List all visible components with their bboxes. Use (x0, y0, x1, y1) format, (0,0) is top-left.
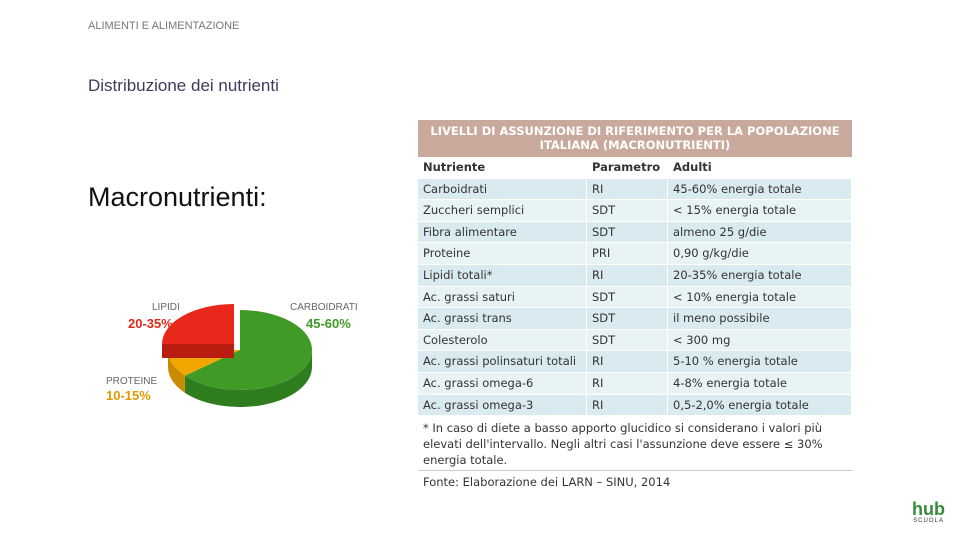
table-cell: 0,90 g/kg/die (668, 243, 852, 264)
table-cell: Fibra alimentare (418, 221, 587, 243)
pie-label: LIPIDI (152, 302, 180, 313)
table-row: Ac. grassi polinsaturi totali RI 5-10 % en… (418, 351, 852, 373)
table-cell: 45-60% energia totale (668, 178, 852, 200)
pie-slice (184, 310, 312, 390)
table-cell: RI (587, 394, 668, 416)
header-row: Nutriente Parametro Adulti (418, 157, 852, 179)
table-cell: 5-10 % energia totale (668, 351, 852, 372)
logo: hub SCUOLA (912, 500, 945, 524)
table-row: Lipidi totali* RI 20-35% energia totale (418, 264, 852, 287)
table-cell: il meno possibile (668, 308, 852, 329)
table-cell: Proteine (418, 243, 587, 264)
pie-side (162, 344, 234, 358)
table-row: Colesterolo SDT < 300 mg (418, 329, 852, 352)
table-cell: RI (587, 351, 668, 372)
pie-slice (162, 304, 234, 344)
reference-table: LIVELLI DI ASSUNZIONE DI RIFERIMENTO PER… (418, 120, 852, 493)
table-cell: Ac. grassi omega-3 (418, 394, 587, 416)
logo-brand: hub (912, 499, 945, 519)
pie-side (167, 350, 185, 393)
table-title: LIVELLI DI ASSUNZIONE DI RIFERIMENTO PER… (418, 120, 852, 157)
column-header: Nutriente (418, 157, 587, 178)
slide-title: Distribuzione dei nutrienti (88, 76, 279, 95)
source: Fonte: Elaborazione dei LARN – SINU, 201… (418, 470, 852, 493)
column-header: Parametro (587, 157, 668, 178)
pie-label: CARBOIDRATI (290, 302, 358, 313)
table-cell: Ac. grassi polinsaturi totali (418, 351, 587, 372)
pie-value: 45-60% (306, 316, 351, 331)
pie-label: PROTEINE (106, 376, 157, 387)
table-row: Ac. grassi saturi SDT < 10% energia totale (418, 286, 852, 309)
table-cell: Colesterolo (418, 329, 587, 351)
table-cell: Lipidi totali* (418, 264, 587, 286)
table-cell: Zuccheri semplici (418, 200, 587, 221)
table-cell: < 300 mg (668, 329, 852, 351)
table-cell: SDT (587, 329, 668, 351)
table-row: Zuccheri semplici SDT < 15% energia totale (418, 200, 852, 222)
section-label: ALIMENTI E ALIMENTAZIONE (88, 20, 240, 32)
table-row: Ac. grassi trans SDT il meno possibile (418, 308, 852, 330)
heading: Macronutrienti: (88, 182, 267, 212)
pie-side (184, 350, 313, 408)
table-cell: 20-35% energia totale (668, 264, 852, 286)
table-cell: < 15% energia totale (668, 200, 852, 221)
table-cell: SDT (587, 286, 668, 308)
table-cell: RI (587, 264, 668, 286)
table-row: Ac. grassi omega-3 RI 0,5-2,0% energia tot… (418, 394, 852, 417)
table-cell: Ac. grassi trans (418, 308, 587, 329)
pie-illustration: LIPIDI 20-35% CARBOIDRATI 45-60% PROTEIN… (106, 302, 358, 408)
table-cell: Ac. grassi omega-6 (418, 372, 587, 394)
logo-sub: SCUOLA (913, 518, 944, 524)
table-cell: 4-8% energia totale (668, 372, 852, 394)
table-cell: Carboidrati (418, 178, 587, 200)
table-cell: SDT (587, 221, 668, 243)
table-row: Fibra alimentare SDT almeno 25 g/die (418, 221, 852, 244)
table-row: Ac. grassi omega-6 RI 4-8% energia totale (418, 372, 852, 395)
table-cell: almeno 25 g/die (668, 221, 852, 243)
column-header: Adulti (668, 157, 852, 178)
table-cell: Ac. grassi saturi (418, 286, 587, 308)
table-row: Proteine PRI 0,90 g/kg/die (418, 243, 852, 265)
table-cell: SDT (587, 200, 668, 221)
table-cell: RI (587, 178, 668, 200)
table-cell: 0,5-2,0% energia totale (668, 394, 852, 416)
table-cell: PRI (587, 243, 668, 264)
pie-value: 10-15% (106, 388, 151, 403)
pie-value: 20-35% (128, 316, 173, 331)
table-cell: SDT (587, 308, 668, 329)
table-row: Carboidrati RI 45-60% energia totale (418, 178, 852, 201)
table-cell: RI (587, 372, 668, 394)
table-cell: < 10% energia totale (668, 286, 852, 308)
footnote: * In caso di diete a basso apporto gluci… (423, 421, 823, 468)
